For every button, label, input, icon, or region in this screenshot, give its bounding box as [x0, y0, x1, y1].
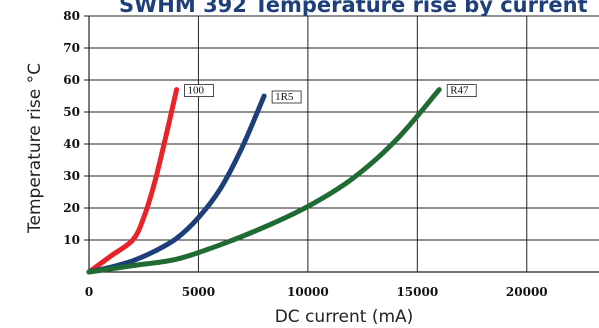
series-line-R47: [86, 87, 442, 275]
x-axis-label: DC current (mA): [275, 307, 414, 327]
x-tick-label: 5000: [182, 285, 215, 299]
series-label-100: 100: [188, 85, 205, 97]
series-label-box: [271, 90, 302, 104]
plot-frame: [88, 16, 599, 273]
series-group: 100 1R5 R47: [86, 84, 477, 275]
y-tick-label: 20: [63, 201, 80, 215]
tick-labels: 10 20 30 40 50 60 70 80 0 5000 10000 15000 20000: [63, 9, 547, 299]
x-tick-label: 10000: [287, 285, 329, 299]
y-axis-label: Temperature rise °C: [25, 63, 45, 234]
y-tick-label: 10: [63, 233, 80, 247]
x-tick-label: 0: [85, 285, 93, 299]
series-label-box: [446, 84, 477, 97]
x-tick-label: 15000: [396, 285, 438, 299]
series-line-100: [86, 87, 180, 275]
x-tick-label: 20000: [506, 285, 548, 299]
y-tick-label: 40: [63, 137, 80, 151]
y-tick-label: 60: [63, 73, 80, 87]
y-tick-label: 70: [63, 41, 80, 55]
series-label-R47: R47: [450, 85, 469, 97]
y-tick-label: 50: [63, 105, 80, 119]
series-label-1R5: 1R5: [275, 91, 294, 103]
series-line-1R5: [86, 93, 267, 275]
y-tick-label: 30: [63, 169, 80, 183]
y-tick-label: 80: [63, 9, 80, 23]
chart-title: SWHM 392 Temperature rise by current: [119, 0, 588, 17]
series-label-box: [184, 84, 214, 97]
grid: [84, 15, 599, 272]
